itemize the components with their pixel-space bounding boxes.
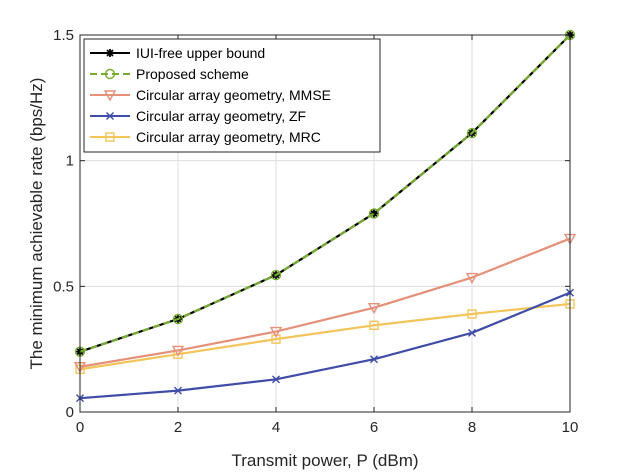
legend: IUI-free upper bound Proposed scheme Circu… <box>83 38 381 153</box>
series-line <box>79 302 571 371</box>
x-axis-label: Transmit power, P (dBm) <box>231 451 418 470</box>
marker-triangle-shape <box>269 326 283 339</box>
x-tick-label: 4 <box>272 419 280 436</box>
marker-x-stroke <box>272 375 280 384</box>
data-point <box>466 127 478 139</box>
data-point <box>467 309 477 319</box>
data-point <box>172 313 184 325</box>
legend-marker <box>105 132 115 142</box>
data-point <box>367 302 381 315</box>
marker-x-stroke <box>106 112 114 120</box>
legend-marker <box>103 90 117 102</box>
legend-entry: IUI-free upper bound <box>90 45 265 61</box>
data-point <box>171 345 185 357</box>
series-2 <box>73 233 577 374</box>
series-line <box>79 291 571 400</box>
x-tick-label: 6 <box>370 419 378 436</box>
y-tick-label: 1 <box>66 153 74 170</box>
marker-asterisk-stroke <box>106 49 114 57</box>
data-point <box>369 320 379 330</box>
legend-label: Circular array geometry, MMSE <box>136 87 331 103</box>
legend-entry: Circular array geometry, MMSE <box>90 87 331 103</box>
x-tick-label: 2 <box>174 419 182 436</box>
marker-x-stroke <box>370 355 378 364</box>
plot-frame <box>79 34 571 413</box>
data-point <box>174 386 182 395</box>
marker-circle-shape <box>270 269 282 281</box>
marker-x-stroke <box>174 386 182 395</box>
marker-triangle-shape <box>103 90 117 102</box>
data-point <box>468 328 476 337</box>
series-line <box>79 237 571 368</box>
legend-label: IUI-free upper bound <box>136 45 265 61</box>
legend-entry: Circular array geometry, MRC <box>90 129 321 145</box>
data-point <box>271 334 281 344</box>
legend-marker <box>104 68 116 80</box>
data-point <box>465 272 479 284</box>
y-axis-label: The minimum achievable rate (bps/Hz) <box>27 78 46 370</box>
marker-triangle-shape <box>171 345 185 357</box>
legend-label: Circular array geometry, MRC <box>136 129 321 145</box>
legend-marker <box>106 49 114 57</box>
legend-label: Circular array geometry, ZF <box>136 108 306 124</box>
x-tick-label: 0 <box>76 419 84 436</box>
legend-entry: Proposed scheme <box>90 66 249 82</box>
marker-square-shape <box>105 132 115 142</box>
marker-circle-shape <box>466 127 478 139</box>
marker-circle-shape <box>104 68 116 80</box>
series-line <box>79 34 571 353</box>
y-tick-label: 0.5 <box>53 278 74 295</box>
legend-marker <box>106 112 114 120</box>
marker-square-shape <box>271 334 281 344</box>
data-point <box>270 269 282 281</box>
marker-triangle-shape <box>367 302 381 315</box>
legend-label: Proposed scheme <box>136 66 249 82</box>
marker-circle-shape <box>172 313 184 325</box>
data-point <box>269 326 283 339</box>
series-3 <box>76 288 574 403</box>
legend-box <box>83 38 381 153</box>
legend-entry: Circular array geometry, ZF <box>90 108 306 124</box>
y-tick-label: 1.5 <box>53 27 74 44</box>
marker-x-stroke <box>468 328 476 337</box>
marker-square-shape <box>369 320 379 330</box>
data-point <box>370 355 378 364</box>
x-tick-label: 10 <box>562 419 579 436</box>
y-tick-label: 0 <box>66 404 74 421</box>
x-tick-label: 8 <box>468 419 476 436</box>
ticks: 0 2 4 6 8 10 0 0.5 1 1.5 <box>53 27 578 436</box>
marker-triangle-shape <box>465 272 479 284</box>
data-point <box>272 375 280 384</box>
data-point <box>368 208 380 219</box>
marker-square-shape <box>467 309 477 319</box>
marker-circle-shape <box>368 208 380 219</box>
